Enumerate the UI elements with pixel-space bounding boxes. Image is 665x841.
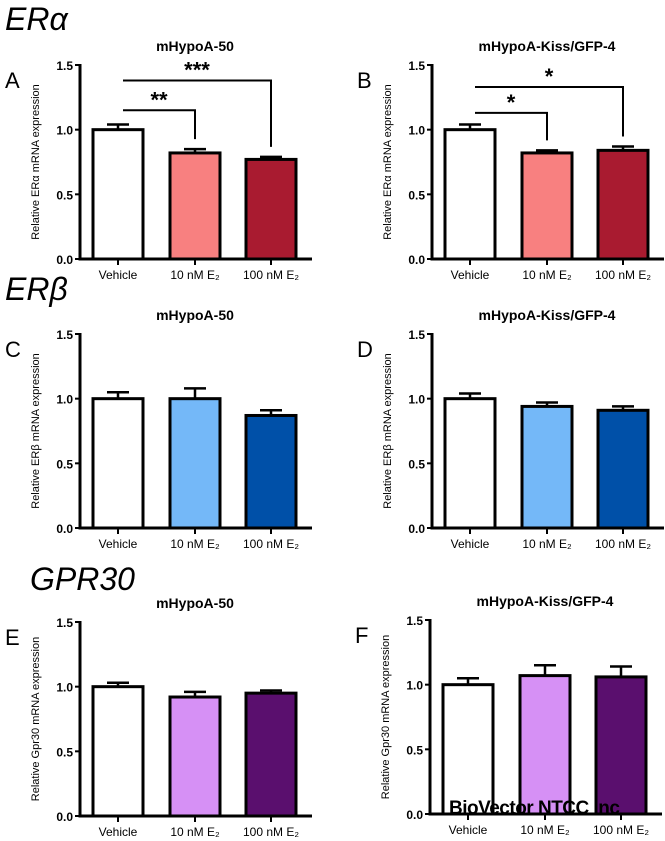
y-axis-label: Relative ERβ mRNA expression [30,353,42,509]
x-tick-label: 10 nM E₂ [520,823,570,837]
panel-letter-b: B [357,68,372,93]
x-tick-label: 10 nM E₂ [170,537,220,551]
y-tick-label: 0.0 [56,810,73,824]
x-tick-label: 10 nM E₂ [170,825,220,839]
bar-1 [443,397,497,530]
y-tick-label: 1.5 [408,328,425,342]
y-tick-label: 0.0 [56,522,73,536]
y-tick-label: 0.5 [408,188,425,202]
x-tick-label: 10 nM E₂ [522,268,572,282]
panel-title: mHypoA-Kiss/GFP-4 [479,307,616,323]
bar-2 [520,151,574,261]
y-tick-label: 0.0 [408,522,425,536]
bar-3 [596,148,650,261]
y-tick-label: 1.0 [408,393,425,407]
bar-1 [91,397,145,530]
y-tick-label: 0.0 [408,253,425,267]
significance-label: * [507,90,516,115]
significance-bracket [123,109,196,140]
bar-2 [520,404,574,530]
panel-letter-e: E [5,625,20,650]
bar-3 [594,675,648,816]
bar-1 [443,128,497,261]
y-tick-label: 0.5 [56,745,73,759]
panel-letter-a: A [5,68,20,93]
y-tick-label: 1.0 [406,679,423,693]
y-axis-label: Relative ERα mRNA expression [382,84,394,240]
bar-2 [168,397,222,530]
x-tick-label: Vehicle [99,268,138,282]
x-tick-label: 100 nM E₂ [243,537,299,551]
watermark: BioVector NTCC Inc [449,798,620,819]
y-axis-label: Relative ERα mRNA expression [30,84,42,240]
y-tick-label: 1.5 [406,614,423,628]
panel-letter-d: D [357,337,373,362]
x-tick-label: Vehicle [99,537,138,551]
y-tick-label: 1.0 [56,124,73,138]
x-tick-label: 100 nM E₂ [595,268,651,282]
y-tick-label: 0.5 [408,457,425,471]
panel-letter-c: C [5,337,21,362]
y-tick-label: 1.5 [408,59,425,73]
y-tick-label: 0.5 [406,743,423,757]
panel-title: mHypoA-50 [156,307,234,323]
x-tick-label: 100 nM E₂ [243,268,299,282]
panel-title: mHypoA-Kiss/GFP-4 [479,38,616,54]
x-tick-label: Vehicle [449,823,488,837]
section-heading-erb: ERβ [5,271,68,307]
y-tick-label: 0.0 [406,808,423,822]
x-tick-label: Vehicle [451,537,490,551]
bar-2 [518,674,572,816]
x-tick-label: 100 nM E₂ [593,823,649,837]
y-tick-label: 1.0 [56,681,73,695]
significance-label: ** [150,87,168,112]
panel-title: mHypoA-Kiss/GFP-4 [477,593,614,609]
bar-1 [91,685,145,818]
panel-letter-f: F [355,623,368,648]
x-tick-label: Vehicle [451,268,490,282]
y-axis-label: Relative ERβ mRNA expression [382,353,394,509]
bar-3 [244,691,298,818]
y-tick-label: 1.0 [408,124,425,138]
y-tick-label: 1.5 [56,616,73,630]
bar-3 [244,157,298,261]
bar-2 [168,695,222,818]
y-axis-label: Relative Gpr30 mRNA expression [380,635,392,799]
x-tick-label: Vehicle [99,825,138,839]
x-tick-label: 100 nM E₂ [595,537,651,551]
panel-title: mHypoA-50 [156,595,234,611]
bar-3 [244,413,298,530]
section-heading-era: ERα [5,1,68,37]
bar-1 [441,683,495,816]
y-tick-label: 1.0 [56,393,73,407]
bar-3 [596,408,650,530]
section-heading-gpr30: GPR30 [30,561,135,597]
x-tick-label: 10 nM E₂ [522,537,572,551]
y-tick-label: 0.5 [56,457,73,471]
bar-1 [91,128,145,261]
y-tick-label: 0.0 [56,253,73,267]
significance-label: * [545,64,554,89]
y-axis-label: Relative Gpr30 mRNA expression [30,637,42,801]
significance-bracket [475,85,624,137]
x-tick-label: 100 nM E₂ [243,825,299,839]
y-tick-label: 1.5 [56,328,73,342]
significance-label: *** [184,58,210,83]
bar-2 [168,151,222,261]
significance-bracket [475,111,548,141]
y-tick-label: 1.5 [56,59,73,73]
y-tick-label: 0.5 [56,188,73,202]
panel-title: mHypoA-50 [156,38,234,54]
significance-bracket [123,79,272,147]
x-tick-label: 10 nM E₂ [170,268,220,282]
